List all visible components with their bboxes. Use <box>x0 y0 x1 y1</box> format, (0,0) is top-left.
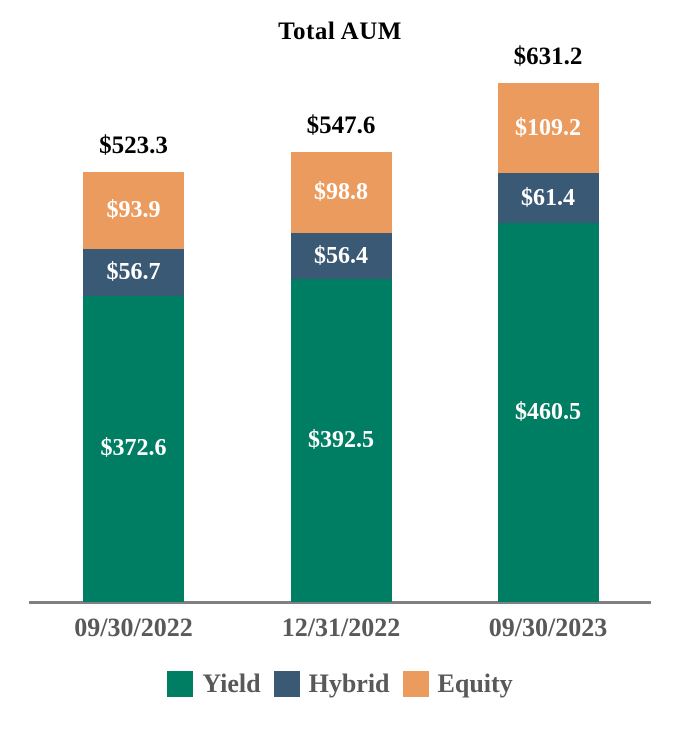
legend-item-yield: Yield <box>167 669 261 699</box>
legend-label: Yield <box>202 669 261 698</box>
legend-item-hybrid: Hybrid <box>273 669 390 699</box>
legend-swatch-icon <box>273 671 300 697</box>
x-axis-label: 12/31/2022 <box>281 613 401 642</box>
bar-segment-hybrid: $56.4 <box>290 233 392 280</box>
x-axis-line <box>29 601 651 604</box>
x-axis-label: 09/30/2023 <box>488 613 608 642</box>
segment-value-label: $56.7 <box>106 258 161 285</box>
bar-segment-hybrid: $61.4 <box>497 172 599 224</box>
segment-value-label: $93.9 <box>106 197 161 223</box>
bar-segment-equity: $109.2 <box>497 83 599 173</box>
legend-item-equity: Equity <box>402 669 513 699</box>
bar-total-label: $547.6 <box>306 111 376 139</box>
segment-value-label: $460.5 <box>515 399 581 426</box>
segment-value-label: $61.4 <box>521 184 575 211</box>
segment-value-label: $56.4 <box>314 242 368 269</box>
legend: Yield Hybrid Equity <box>0 669 680 699</box>
segment-value-label: $98.8 <box>314 178 368 205</box>
legend-swatch-icon <box>167 671 194 697</box>
chart-title: Total AUM <box>278 18 402 45</box>
bar-total-label: $523.3 <box>99 131 168 159</box>
bar-segment-yield: $392.5 <box>290 279 392 602</box>
x-axis-label: 09/30/2022 <box>74 613 193 642</box>
segment-value-label: $372.6 <box>100 435 167 462</box>
bar-total-label: $631.2 <box>513 43 583 71</box>
legend-label: Hybrid <box>308 669 390 698</box>
bar-segment-yield: $372.6 <box>83 295 184 602</box>
bar-segment-hybrid: $56.7 <box>83 249 184 296</box>
segment-value-label: $109.2 <box>515 114 581 141</box>
legend-swatch-icon <box>402 671 429 697</box>
bar-segment-equity: $93.9 <box>83 171 184 250</box>
legend-label: Equity <box>437 669 513 698</box>
bar-segment-equity: $98.8 <box>290 151 392 233</box>
segment-value-label: $392.5 <box>308 427 374 454</box>
bar-segment-yield: $460.5 <box>497 223 599 602</box>
